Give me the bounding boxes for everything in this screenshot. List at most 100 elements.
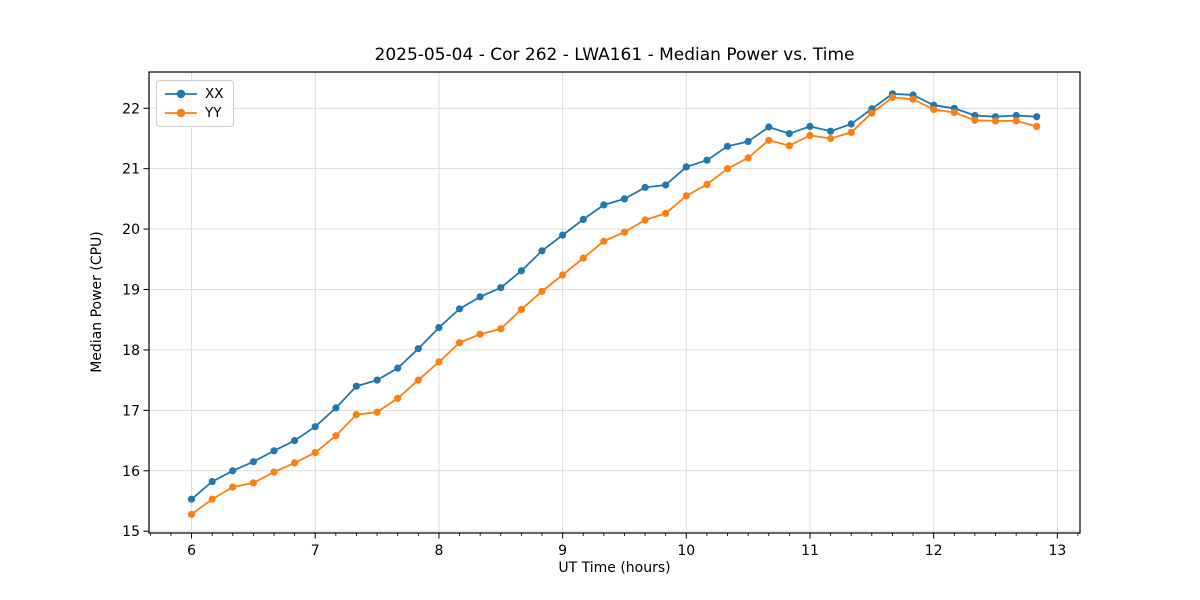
data-point — [971, 116, 979, 124]
data-point — [847, 128, 855, 136]
data-point — [538, 287, 546, 295]
x-tick-label: 11 — [801, 543, 819, 559]
data-point — [270, 447, 278, 455]
data-point — [352, 382, 360, 390]
data-point — [827, 134, 835, 143]
data-point — [332, 404, 340, 412]
data-point — [579, 254, 587, 262]
x-tick-label: 12 — [925, 543, 943, 559]
grid-lines — [149, 72, 1080, 533]
y-tick-label: 16 — [122, 464, 140, 480]
data-point — [662, 181, 670, 189]
data-point — [394, 394, 402, 402]
data-point — [270, 468, 278, 476]
y-tick-label: 21 — [122, 162, 140, 178]
data-point — [1012, 111, 1020, 120]
xx-series-line-marker-icon — [165, 89, 197, 99]
data-point — [229, 467, 237, 475]
data-point — [682, 192, 690, 200]
data-point — [765, 136, 773, 144]
data-point — [1033, 113, 1041, 121]
data-point — [208, 478, 216, 486]
data-point — [208, 495, 216, 503]
data-point — [497, 325, 505, 333]
data-point — [930, 105, 938, 114]
data-point — [249, 479, 257, 487]
data-point — [744, 154, 752, 162]
data-point — [456, 339, 464, 347]
y-axis-label: Median Power (CPU) — [89, 231, 105, 373]
data-point — [620, 228, 629, 236]
y-tick-label: 17 — [122, 403, 140, 419]
data-point — [765, 123, 773, 131]
data-point — [641, 216, 649, 224]
y-tick-label: 22 — [122, 101, 140, 117]
data-point — [868, 109, 876, 117]
data-point — [311, 449, 319, 457]
data-point — [456, 305, 464, 313]
data-point — [373, 408, 381, 416]
yy-series-line-marker-icon — [165, 108, 197, 118]
data-point — [641, 183, 649, 191]
y-tick-label: 18 — [122, 343, 140, 359]
x-tick-label: 6 — [187, 543, 196, 559]
data-point — [620, 195, 629, 203]
data-point — [806, 122, 814, 130]
data-point — [311, 423, 319, 431]
data-point — [435, 324, 443, 332]
data-point — [827, 127, 835, 135]
legend: XX YY — [156, 80, 234, 127]
legend-item-xx: XX — [164, 86, 224, 102]
y-tick-label: 19 — [122, 283, 140, 299]
data-point — [517, 305, 526, 313]
series-yy — [187, 93, 1041, 518]
data-point — [785, 142, 793, 150]
data-point — [517, 267, 526, 275]
data-point — [703, 180, 711, 188]
y-tick-label: 15 — [122, 524, 140, 540]
data-point — [249, 458, 257, 466]
data-point — [476, 330, 484, 338]
data-point — [229, 483, 237, 491]
x-tick-label: 9 — [558, 543, 567, 559]
data-point — [888, 93, 897, 101]
data-point — [744, 137, 752, 146]
y-tick-label: 20 — [122, 222, 140, 238]
chart-title: 2025-05-04 - Cor 262 - LWA161 - Median P… — [374, 45, 855, 65]
data-point — [538, 247, 546, 255]
data-point — [187, 510, 196, 518]
data-point — [291, 459, 299, 467]
legend-label-xx: XX — [205, 86, 224, 102]
data-point — [806, 131, 814, 139]
data-point — [991, 117, 1000, 125]
x-tick-label: 13 — [1048, 543, 1066, 559]
data-point — [394, 364, 402, 372]
data-point — [373, 376, 381, 384]
data-point — [682, 163, 690, 171]
series-xx — [187, 90, 1041, 503]
data-point — [332, 432, 340, 440]
series-xx-line — [190, 92, 1037, 500]
x-tick-label: 8 — [434, 543, 443, 559]
data-point — [1012, 117, 1020, 125]
data-point — [600, 201, 608, 209]
legend-label-yy: YY — [205, 105, 222, 121]
data-point — [600, 237, 608, 245]
data-point — [723, 142, 732, 150]
data-point — [1033, 122, 1041, 130]
data-point — [723, 165, 732, 173]
data-point — [497, 284, 505, 292]
data-point — [950, 108, 958, 117]
x-tick-label: 7 — [311, 543, 320, 559]
x-tick-label: 10 — [677, 543, 695, 559]
data-point — [414, 376, 422, 384]
data-point — [785, 130, 793, 138]
plot-frame — [148, 71, 1081, 534]
data-point — [909, 95, 917, 103]
data-point — [847, 120, 855, 128]
legend-item-yy: YY — [164, 105, 224, 121]
data-point — [579, 215, 587, 223]
x-axis-label: UT Time (hours) — [558, 560, 671, 576]
